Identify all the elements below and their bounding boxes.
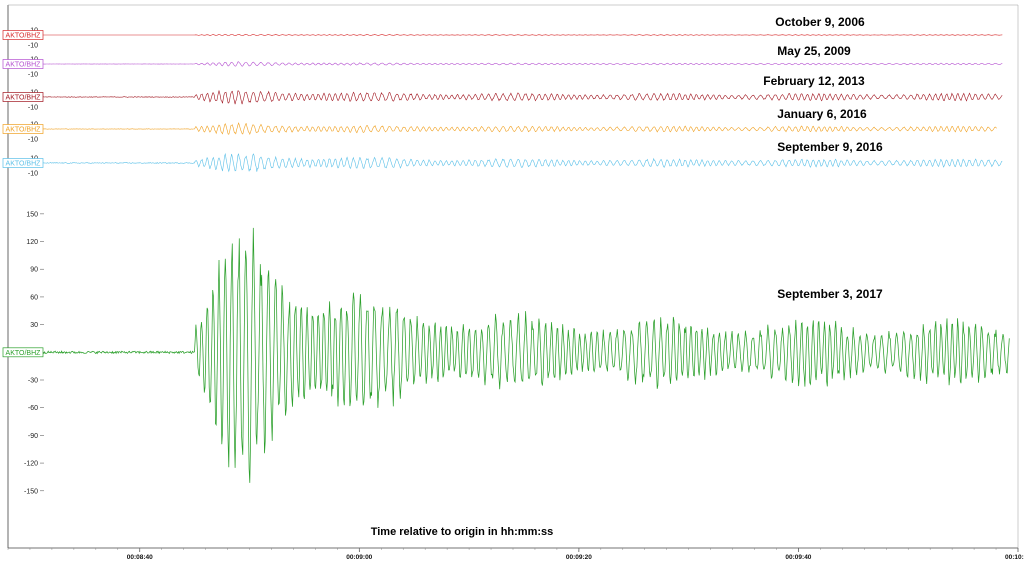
station-label-text: AKTO/BHZ: [6, 95, 42, 102]
trace-date-label: February 12, 2013: [763, 74, 865, 88]
station-label-text: AKTO/BHZ: [6, 161, 42, 168]
station-label-box: [2, 158, 44, 168]
station-label: AKTO/BHZ: [2, 92, 44, 102]
waveform-line: [9, 122, 997, 136]
waveform-line: [8, 89, 1003, 105]
station-label-box: [2, 30, 44, 40]
station-label-box: [2, 347, 44, 358]
y-tick-label: -120: [24, 461, 38, 468]
trace-date-label: September 3, 2017: [777, 287, 883, 301]
x-axis-title: Time relative to origin in hh:mm:ss: [371, 526, 554, 538]
station-label-box: [2, 59, 44, 69]
x-tick-label: 00:10:00: [1005, 554, 1024, 561]
station-label: AKTO/BHZ: [2, 59, 44, 69]
x-tick-label: 00:09:20: [566, 554, 592, 561]
trace-date-label: January 6, 2016: [777, 107, 867, 121]
y-tick-label: 60: [30, 294, 38, 301]
y-tick-label: -90: [28, 433, 38, 440]
waveform-line: [9, 33, 1003, 37]
trace-date-label: September 9, 2016: [777, 140, 883, 154]
station-label-box: [2, 92, 44, 102]
waveform-line: [8, 152, 1003, 173]
station-label: AKTO/BHZ: [2, 347, 44, 358]
station-label-text: AKTO/BHZ: [6, 127, 42, 134]
y-tick-label: -10: [28, 105, 38, 112]
waveform-line: [8, 61, 1003, 67]
station-label-text: AKTO/BHZ: [6, 62, 42, 69]
trace-date-label: May 25, 2009: [777, 44, 851, 58]
station-label: AKTO/BHZ: [2, 124, 44, 134]
y-tick-label: 150: [26, 211, 38, 218]
station-label: AKTO/BHZ: [2, 158, 44, 168]
station-label-box: [2, 124, 44, 134]
y-tick-label: -150: [24, 488, 38, 495]
y-tick-label: 90: [30, 267, 38, 274]
station-label: AKTO/BHZ: [2, 30, 44, 40]
y-tick-label: -10: [28, 72, 38, 79]
station-label-text: AKTO/BHZ: [6, 350, 42, 357]
trace-6: 1501209060300-30-60-90-120-150AKTO/BHZSe…: [2, 211, 1010, 495]
station-label-text: AKTO/BHZ: [6, 33, 42, 40]
y-tick-label: -30: [28, 378, 38, 385]
x-axis: 00:08:40 00:09:00 00:09:20 00:09:40 00:10:00: [7, 548, 1024, 561]
y-tick-label: -10: [28, 43, 38, 50]
x-tick-label: 00:09:00: [346, 554, 372, 561]
y-tick-label: 120: [26, 239, 38, 246]
x-tick-label: 00:09:40: [785, 554, 811, 561]
y-tick-label: -60: [28, 405, 38, 412]
x-tick-label: 00:08:40: [127, 554, 153, 561]
trace-date-label: October 9, 2006: [775, 15, 865, 29]
waveform-line: [8, 227, 1010, 483]
y-tick-label: -10: [28, 137, 38, 144]
y-tick-label: 30: [30, 322, 38, 329]
y-tick-label: -10: [28, 171, 38, 178]
